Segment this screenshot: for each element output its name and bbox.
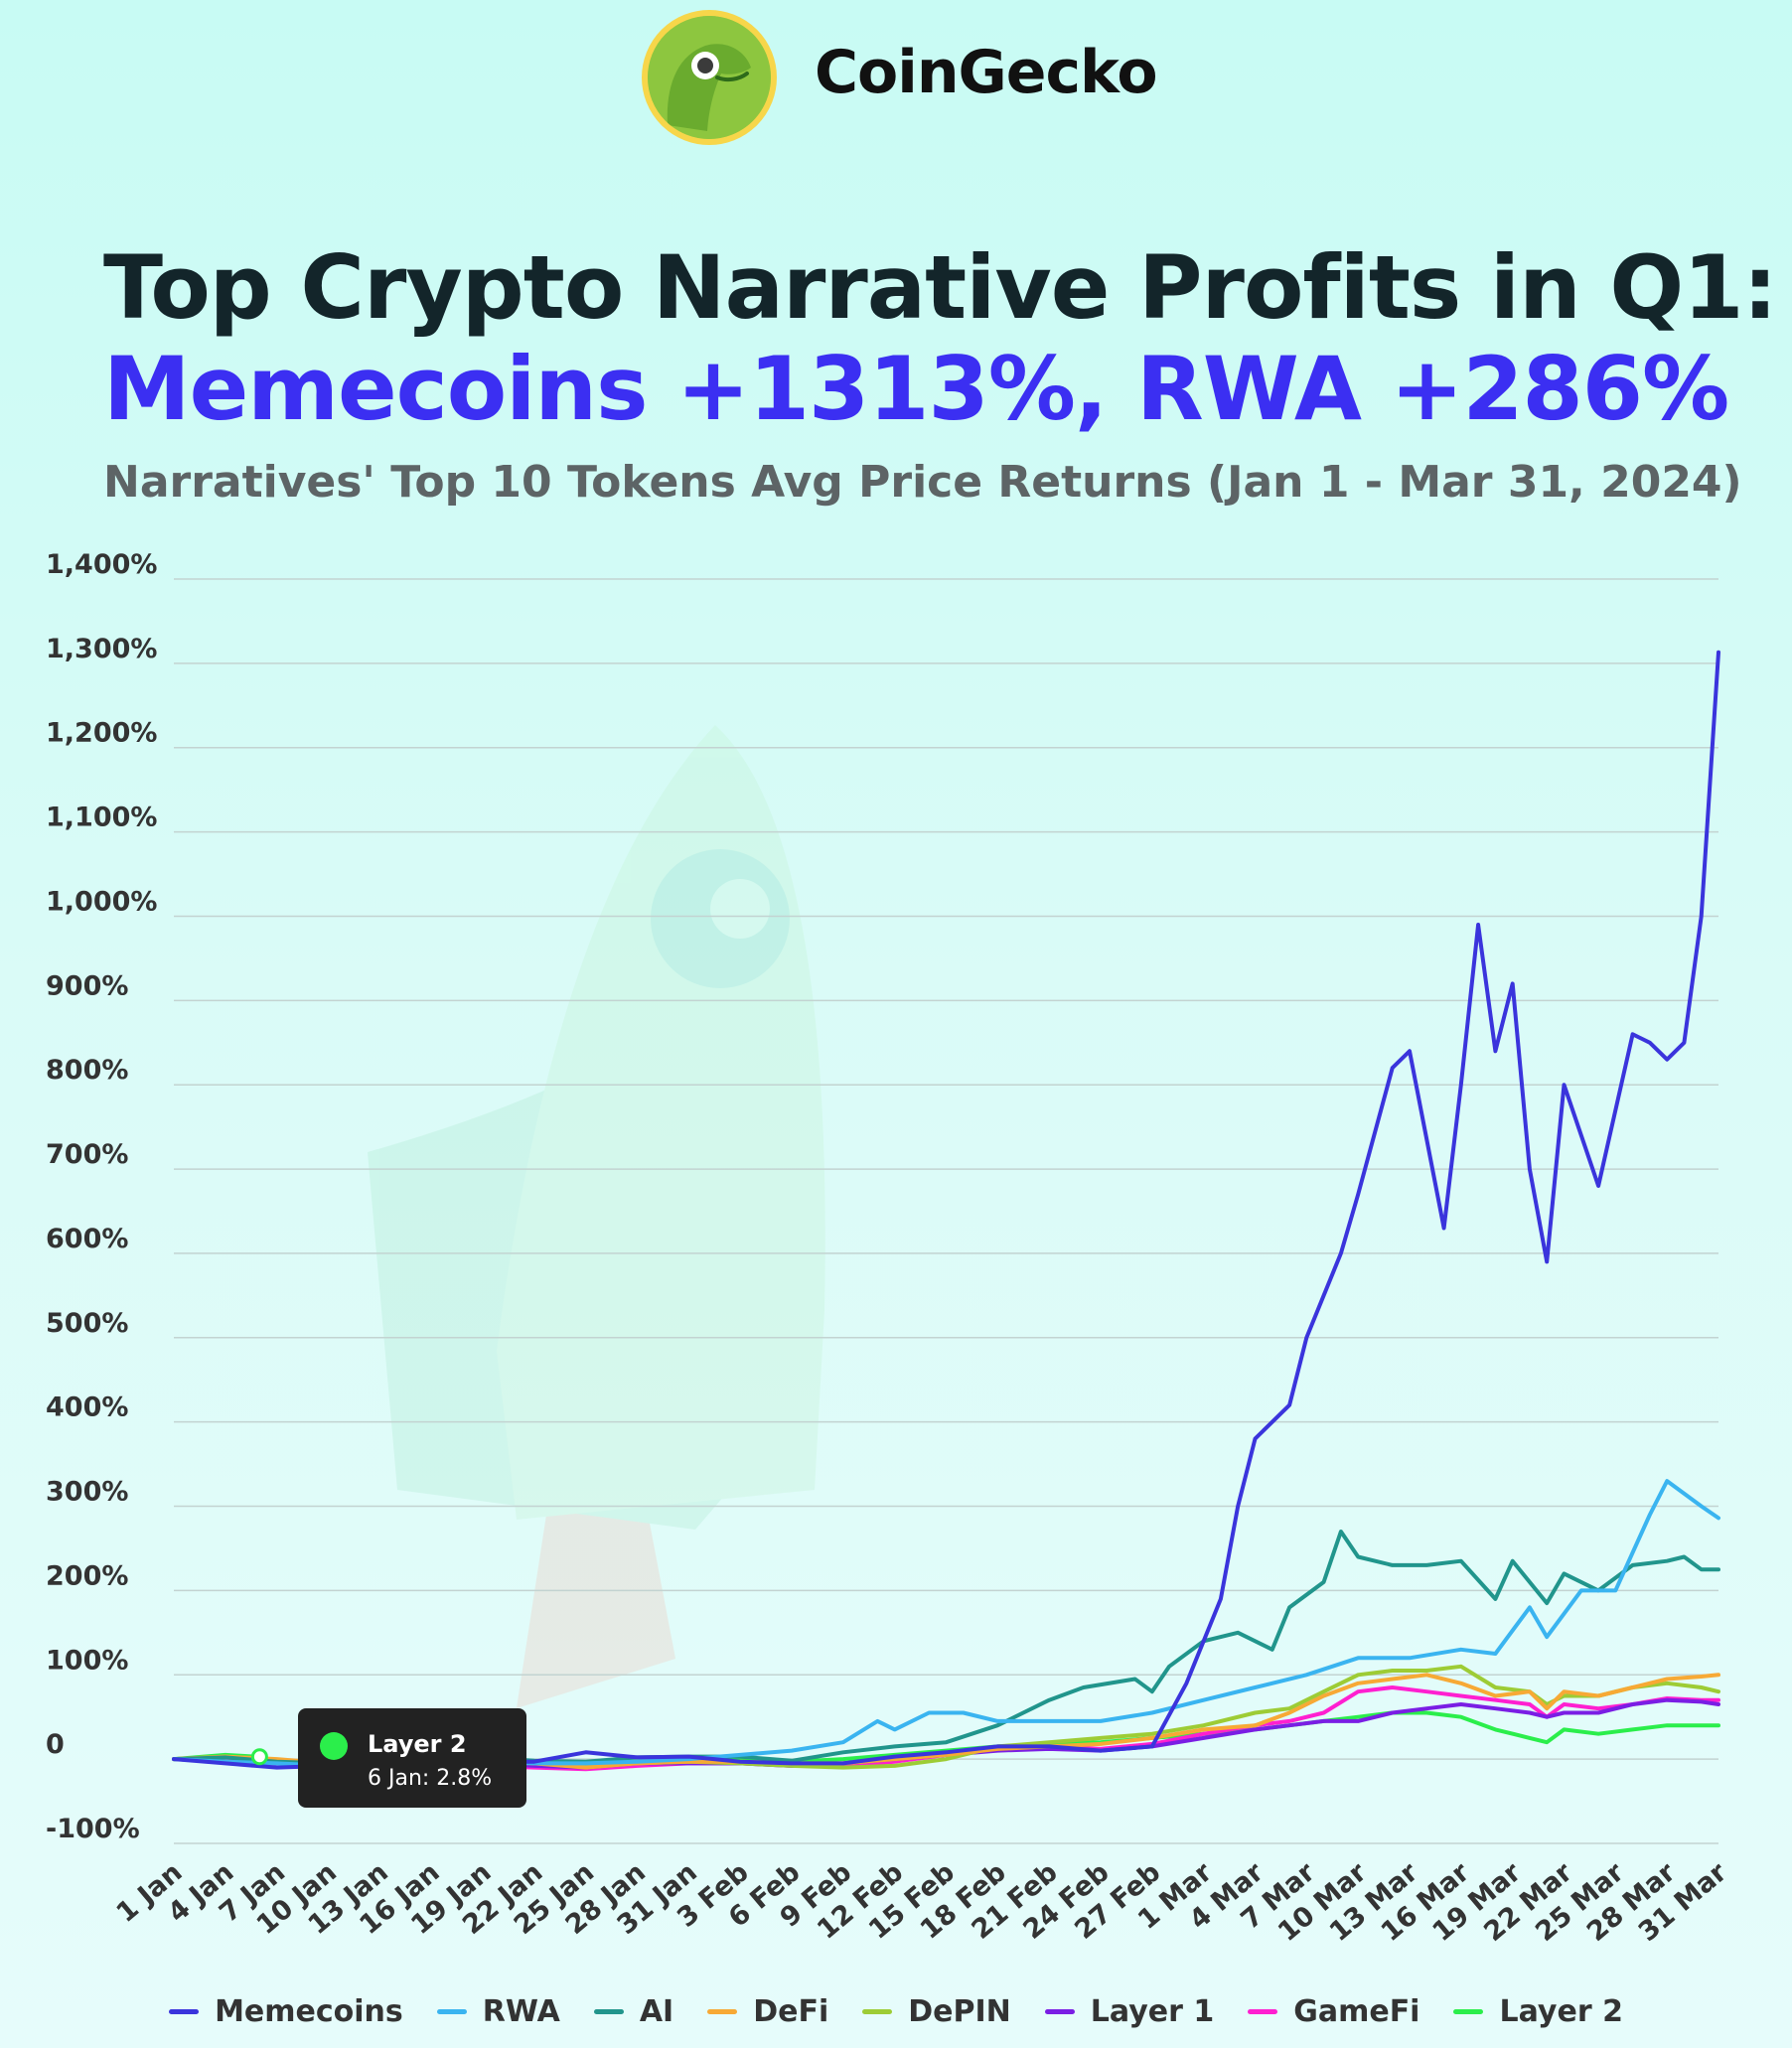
chart-subtitle: Narratives' Top 10 Tokens Avg Price Retu… — [103, 457, 1742, 508]
y-tick-label: 400% — [46, 1392, 128, 1423]
legend-item-gamefi[interactable]: GameFi — [1248, 1994, 1419, 2029]
y-tick-label: 1,300% — [46, 634, 157, 664]
rocket-window — [651, 849, 790, 988]
y-tick-label: 700% — [46, 1139, 128, 1170]
y-tick-label: 1,000% — [46, 886, 157, 917]
rocket-body — [497, 725, 825, 1520]
legend-label: AI — [639, 1993, 674, 2029]
coingecko-logo-icon — [642, 10, 777, 145]
legend-swatch — [169, 2008, 200, 2014]
tooltip-value: 6 Jan: 2.8% — [368, 1766, 493, 1791]
rocket-watermark-icon — [368, 725, 825, 1708]
legend-swatch — [1453, 2008, 1484, 2014]
legend-item-memecoins[interactable]: Memecoins — [169, 1994, 403, 2029]
legend-label: DeFi — [753, 1993, 829, 2029]
y-tick-label: -100% — [46, 1814, 140, 1844]
y-tick-label: 1,200% — [46, 718, 157, 749]
title-line-1: Top Crypto Narrative Profits in Q1: — [103, 236, 1778, 339]
y-tick-label: 900% — [46, 970, 128, 1001]
legend-label: GameFi — [1293, 1993, 1420, 2029]
legend-label: Memecoins — [215, 1993, 403, 2029]
legend-label: Layer 1 — [1090, 1993, 1215, 2029]
y-tick-label: 0 — [46, 1729, 65, 1760]
legend-item-layer-2[interactable]: Layer 2 — [1453, 1993, 1623, 2029]
legend-label: RWA — [482, 1993, 560, 2029]
tooltip-series-dot — [320, 1732, 348, 1760]
legend: Memecoins RWA AI DeFi DePIN Layer 1 GameFi Laye… — [0, 1986, 1792, 2036]
y-tick-label: 500% — [46, 1308, 128, 1339]
legend-swatch — [1248, 2008, 1278, 2014]
legend-item-rwa[interactable]: RWA — [436, 1993, 560, 2029]
legend-swatch — [862, 2008, 893, 2014]
legend-item-depin[interactable]: DePIN — [862, 1994, 1011, 2029]
line-chart: -100% 0 100% 200% 300% 400% 500% 600% 700% 800% 90… — [46, 549, 1733, 1948]
series-line-memecoins[interactable] — [172, 650, 1720, 1770]
hover-point[interactable] — [250, 1748, 268, 1766]
tooltip: Layer 2 6 Jan: 2.8% — [298, 1708, 526, 1808]
legend-swatch — [436, 2008, 467, 2014]
legend-label: DePIN — [908, 1993, 1011, 2029]
legend-swatch — [1044, 2008, 1075, 2014]
legend-label: Layer 2 — [1499, 1993, 1623, 2029]
tooltip-series-name: Layer 2 — [368, 1730, 467, 1758]
y-tick-label: 200% — [46, 1560, 128, 1591]
rocket-flame — [517, 1450, 675, 1708]
legend-item-ai[interactable]: AI — [593, 1993, 674, 2029]
y-tick-label: 800% — [46, 1055, 128, 1086]
y-tick-label: 100% — [46, 1645, 128, 1676]
rocket-wing — [368, 894, 815, 1530]
legend-swatch — [593, 2008, 624, 2014]
legend-item-defi[interactable]: DeFi — [707, 1994, 828, 2029]
header: CoinGecko — [0, 0, 1792, 159]
y-tick-label: 300% — [46, 1477, 128, 1508]
brand-name: CoinGecko — [815, 38, 1158, 107]
y-tick-label: 1,100% — [46, 803, 157, 833]
y-tick-label: 1,400% — [46, 549, 157, 580]
title-line-2: Memecoins +1313%, RWA +286% — [103, 338, 1729, 440]
y-tick-label: 600% — [46, 1224, 128, 1254]
legend-item-layer-1[interactable]: Layer 1 — [1044, 1993, 1215, 2029]
legend-swatch — [707, 2008, 738, 2014]
